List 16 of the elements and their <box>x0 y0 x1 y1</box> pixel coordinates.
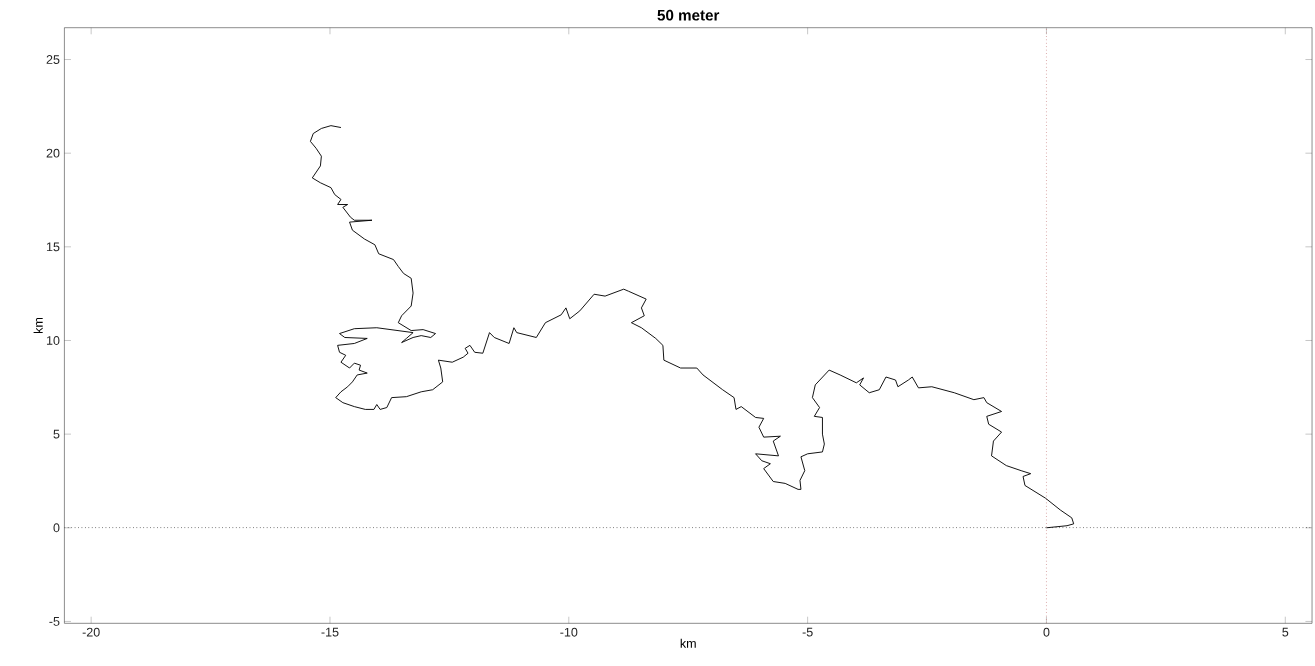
x-axis-title: km <box>680 638 696 648</box>
y-tick-label: 20 <box>46 148 60 158</box>
x-tick-label: 0 <box>1043 627 1050 637</box>
x-tick-label: -5 <box>802 627 813 637</box>
x-tick-label: -15 <box>321 627 339 637</box>
y-tick-label: 15 <box>46 242 60 252</box>
y-tick-label: 0 <box>53 523 60 533</box>
y-axis-title: km <box>33 318 43 334</box>
y-tick-label: 10 <box>46 336 60 345</box>
y-tick-label: 25 <box>46 55 60 65</box>
x-tick-label: -20 <box>82 627 100 637</box>
y-tick-label: 5 <box>53 429 60 439</box>
chart-title: 50 meter <box>657 9 720 21</box>
y-tick-label: -5 <box>49 617 60 626</box>
x-tick-label: -10 <box>560 627 578 637</box>
x-tick-label: 5 <box>1282 627 1289 637</box>
